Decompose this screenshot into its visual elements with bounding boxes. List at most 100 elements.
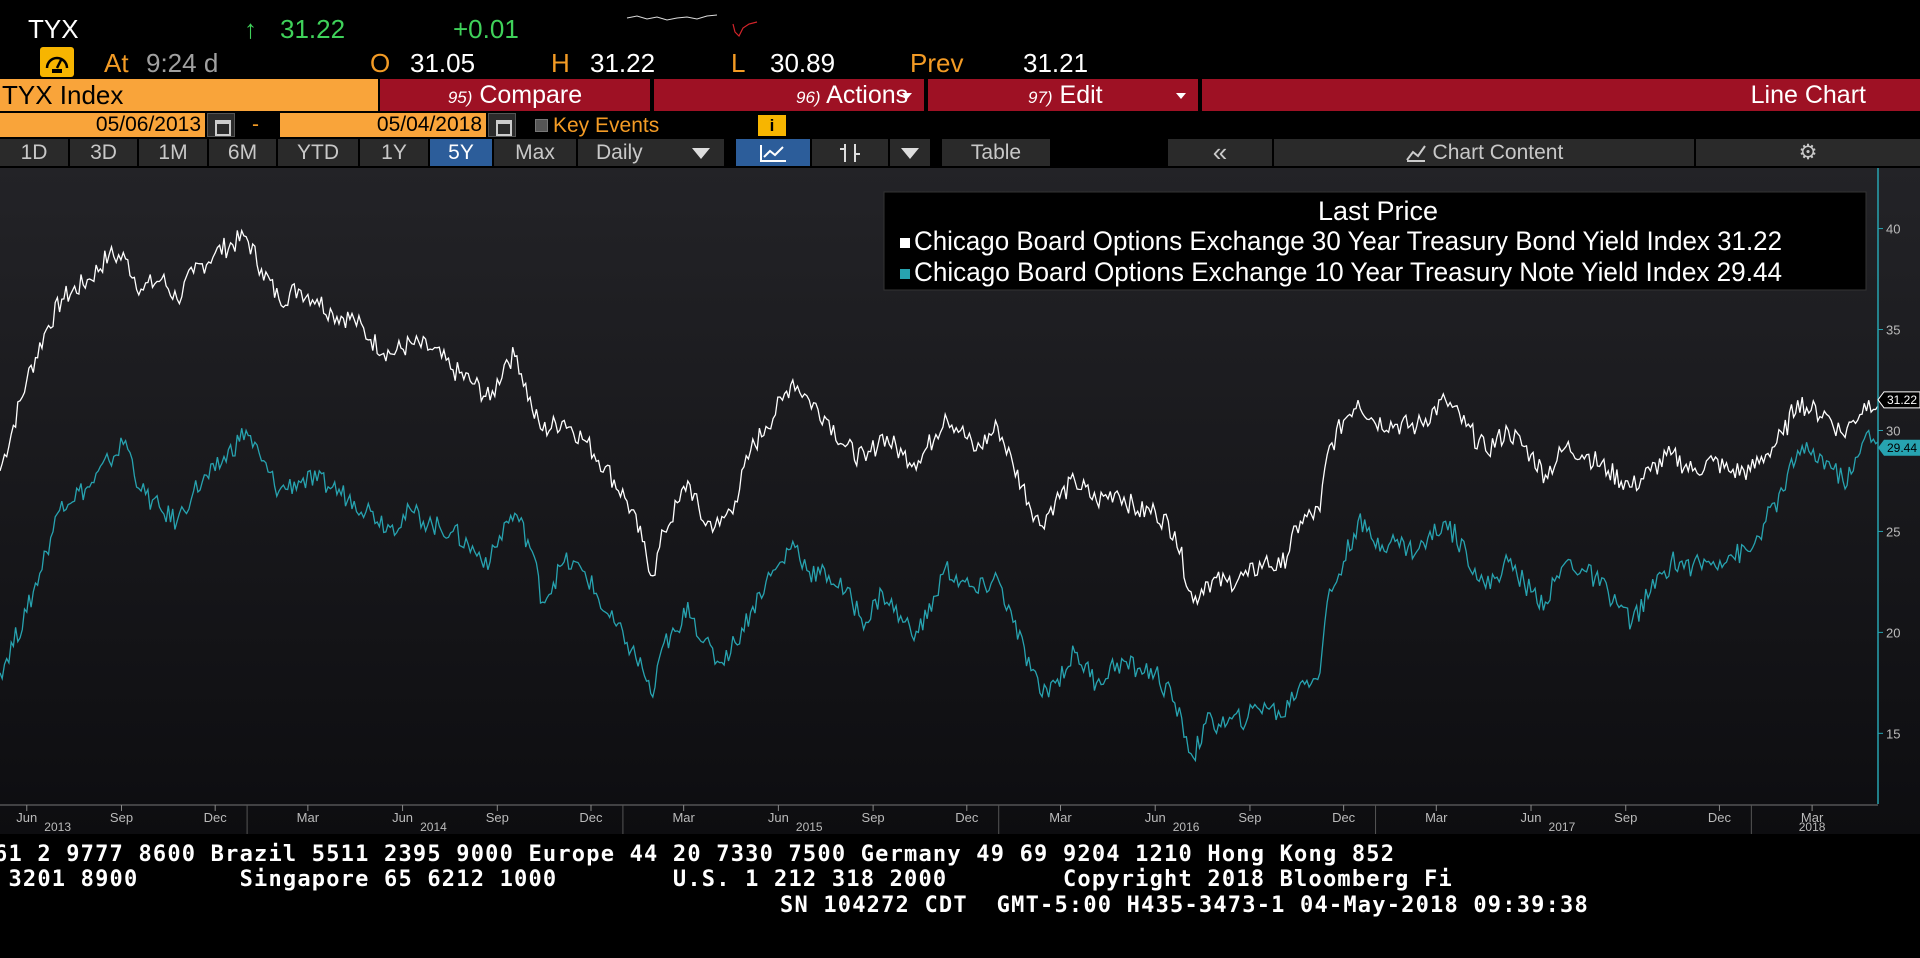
- x-tick-label: Sep: [1614, 810, 1637, 825]
- y-tick-label: 15: [1886, 726, 1900, 741]
- high-label: H: [551, 48, 570, 78]
- x-tick-label: Jun: [392, 810, 413, 825]
- period-toolbar: 1D 3D 1M 6M YTD 1Y 5Y Max Daily Table « …: [0, 139, 1920, 167]
- x-tick-label: Mar: [1049, 810, 1072, 825]
- chart-content-button[interactable]: Chart Content: [1274, 139, 1696, 166]
- y-tick-label: 40: [1886, 222, 1900, 237]
- open-label: O: [370, 48, 391, 78]
- net-change: +0.01: [453, 14, 519, 44]
- quote-header: TYX ↑ 31.22 +0.01 At 9:24 d O 31.05 H 31…: [0, 0, 1920, 78]
- info-icon[interactable]: i: [758, 115, 786, 136]
- x-tick-label: Mar: [672, 810, 695, 825]
- key-events-label: Key Events: [553, 114, 660, 137]
- start-date-input[interactable]: 05/06/2013: [0, 113, 205, 137]
- x-tick-label: Mar: [297, 810, 320, 825]
- legend-series-name: Chicago Board Options Exchange 30 Year T…: [914, 226, 1782, 256]
- edit-number: 97): [1028, 88, 1053, 107]
- edit-label: Edit: [1059, 81, 1103, 109]
- period-1m[interactable]: 1M: [139, 139, 209, 166]
- chevron-down-icon: [1176, 93, 1186, 99]
- settings-button[interactable]: ⚙: [1696, 139, 1920, 166]
- chart-content-label: Chart Content: [1432, 141, 1564, 164]
- gauge-icon[interactable]: [40, 47, 74, 77]
- ticker-symbol: TYX: [28, 14, 79, 44]
- key-events-checkbox[interactable]: [535, 119, 548, 132]
- series-line: [0, 428, 1879, 763]
- calendar-icon[interactable]: [488, 113, 516, 137]
- open-value: 31.05: [410, 48, 476, 78]
- chart-type-title: Line Chart: [1202, 79, 1920, 111]
- year-label: 2015: [796, 820, 823, 834]
- period-5y[interactable]: 5Y: [430, 139, 494, 166]
- date-range-bar: 05/06/2013 - 05/04/2018 Key Events i: [0, 111, 1920, 139]
- y-tick-label: 30: [1886, 423, 1900, 438]
- chevron-down-icon: [901, 148, 919, 159]
- legend-box: [883, 191, 1867, 291]
- bar-chart-tool[interactable]: [812, 139, 890, 166]
- sparkline: [626, 14, 758, 38]
- date-separator: -: [252, 113, 259, 136]
- gear-icon: ⚙: [1798, 141, 1818, 164]
- chart-tool-dropdown[interactable]: [890, 139, 932, 166]
- chevron-down-icon: [902, 93, 912, 99]
- x-tick-label: Dec: [1332, 810, 1356, 825]
- compare-button[interactable]: 95) Compare: [380, 79, 652, 111]
- prev-value: 31.21: [1023, 48, 1089, 78]
- high-value: 31.22: [590, 48, 656, 78]
- compare-number: 95): [447, 88, 473, 107]
- year-label: 2016: [1173, 820, 1200, 834]
- end-date-input[interactable]: 05/04/2018: [280, 113, 486, 137]
- x-tick-label: Dec: [955, 810, 979, 825]
- function-toolbar: TYX Index 95) Compare 96) Actions 97) Ed…: [0, 79, 1920, 111]
- actions-number: 96): [796, 88, 821, 107]
- price-chart[interactable]: 15 20 25 30 35 40 31.22 29.44 Jun Sep Dec Mar Jun Sep…: [0, 168, 1920, 834]
- x-tick-label: Sep: [1238, 810, 1261, 825]
- legend-series-name: Chicago Board Options Exchange 10 Year T…: [914, 257, 1782, 287]
- series-line: [0, 228, 1879, 607]
- period-3d[interactable]: 3D: [70, 139, 139, 166]
- collapse-button[interactable]: «: [1168, 139, 1274, 166]
- last-price-tag: [1878, 439, 1920, 456]
- y-tick-label: 20: [1886, 625, 1900, 640]
- edit-menu-button[interactable]: 97) Edit: [928, 79, 1200, 111]
- period-max[interactable]: Max: [494, 139, 578, 166]
- line-chart-icon: [760, 145, 786, 162]
- gauge-icon-glyph: [45, 56, 69, 73]
- last-price-tag: [1877, 391, 1920, 409]
- x-tick-label: Jun: [1145, 810, 1166, 825]
- period-ytd[interactable]: YTD: [278, 139, 360, 166]
- chevron-down-icon: [692, 148, 710, 159]
- ohlc-bars-icon: [840, 144, 860, 162]
- calendar-icon[interactable]: [207, 113, 235, 137]
- security-field[interactable]: TYX Index: [0, 79, 378, 111]
- x-tick-label: Jun: [1521, 810, 1542, 825]
- frequency-dropdown[interactable]: Daily: [578, 139, 726, 166]
- y-tick-label: 25: [1886, 524, 1900, 539]
- low-label: L: [731, 48, 746, 78]
- x-tick-label: Dec: [204, 810, 228, 825]
- period-1d[interactable]: 1D: [0, 139, 70, 166]
- x-tick-label: Sep: [486, 810, 509, 825]
- y-tick-label: 35: [1886, 323, 1900, 338]
- last-price-label: 31.22: [1887, 393, 1917, 407]
- chart-content-icon: [1405, 145, 1426, 162]
- prev-label: Prev: [910, 48, 964, 78]
- x-tick-label: Mar: [1425, 810, 1448, 825]
- low-value: 30.89: [770, 48, 836, 78]
- terminal-footer: 61 2 9777 8600 Brazil 5511 2395 9000 Eur…: [0, 836, 1920, 958]
- year-label: 2017: [1549, 820, 1576, 834]
- x-tick-label: Mar: [1801, 810, 1824, 825]
- actions-menu-button[interactable]: 96) Actions: [654, 79, 926, 111]
- x-tick-label: Dec: [579, 810, 603, 825]
- actions-label: Actions: [826, 81, 909, 109]
- line-chart-tool[interactable]: [736, 139, 812, 166]
- period-1y[interactable]: 1Y: [360, 139, 430, 166]
- x-tick-label: Sep: [862, 810, 885, 825]
- legend-title: Last Price: [1318, 196, 1438, 226]
- session-info: SN 104272 CDT GMT-5:00 H435-3473-1 04-Ma…: [780, 893, 1589, 918]
- year-label: 2013: [44, 820, 71, 834]
- x-tick-label: Jun: [768, 810, 789, 825]
- period-6m[interactable]: 6M: [209, 139, 278, 166]
- table-button[interactable]: Table: [942, 139, 1052, 166]
- contact-line-2: 3201 8900 Singapore 65 6212 1000 U.S. 1 …: [0, 867, 1453, 892]
